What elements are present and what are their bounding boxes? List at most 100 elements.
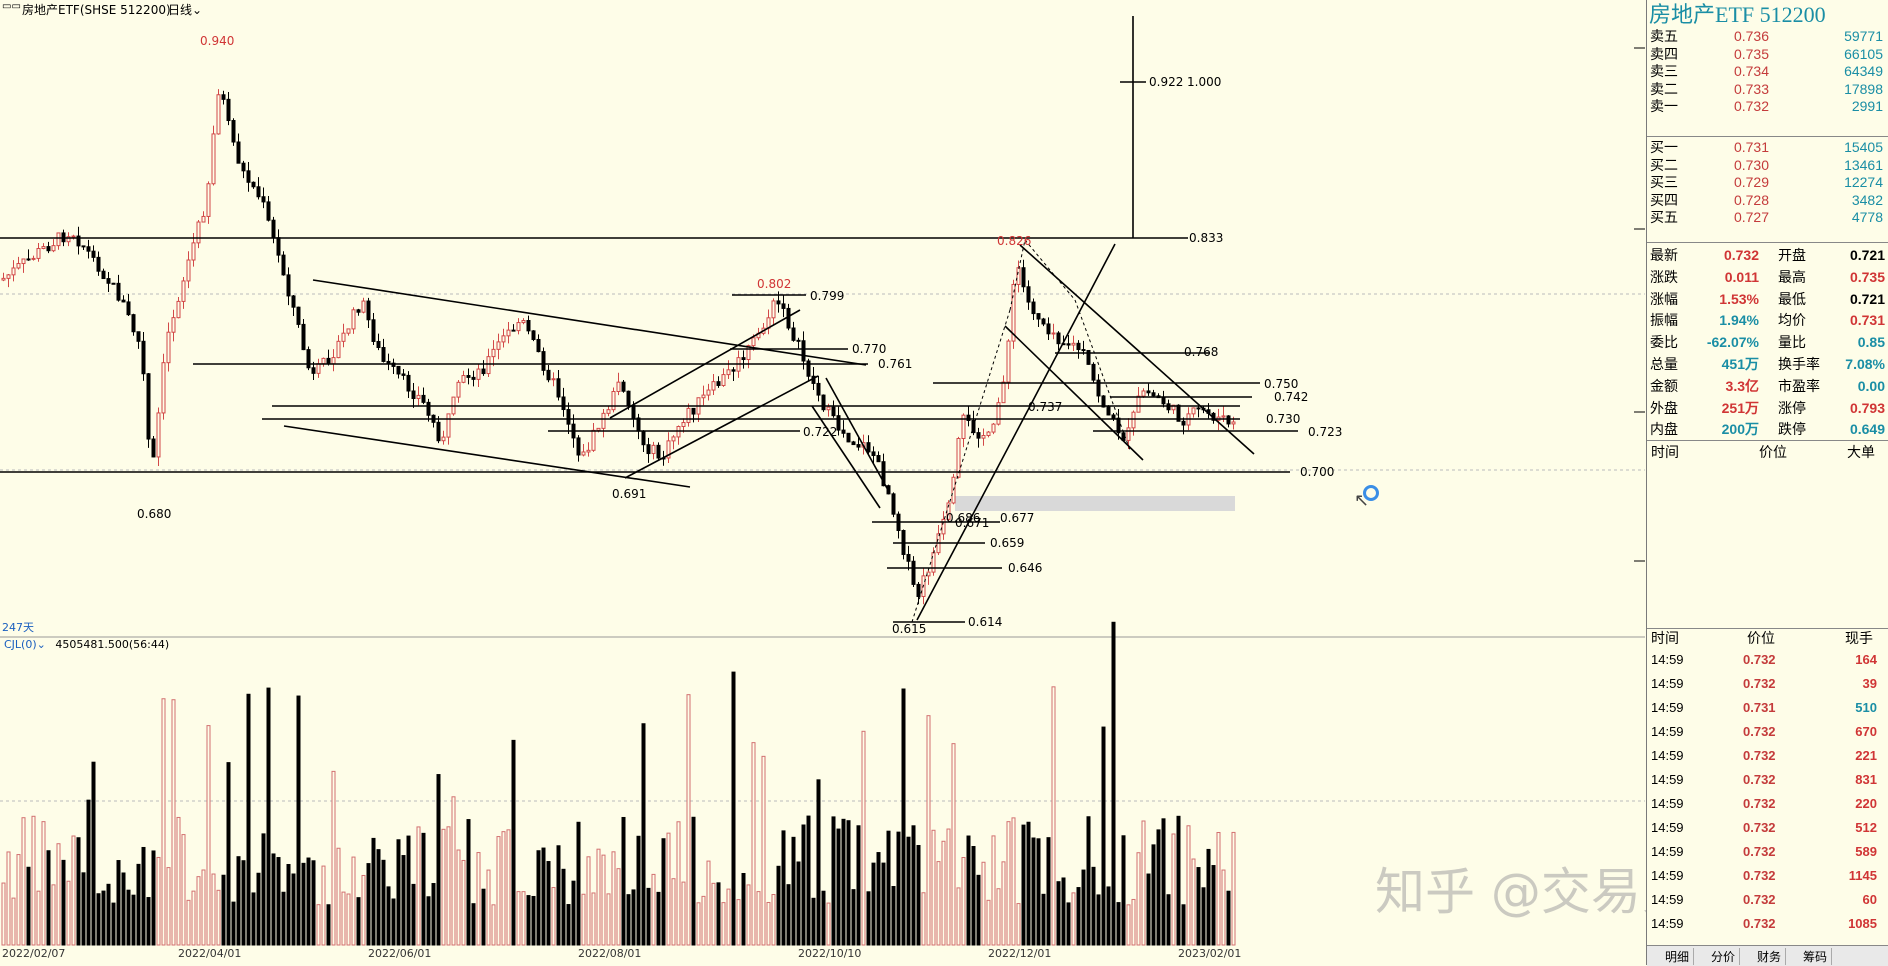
candle-body [261,196,266,203]
volume-bar [831,816,836,946]
level-volume: 64349 [1844,63,1883,79]
candle-body [286,274,291,297]
ask-row[interactable]: 卖三 0.734 64349 [1647,61,1888,82]
bid-row[interactable]: 买三 0.729 12274 [1647,172,1888,193]
candle-body [606,409,611,414]
candle-body [576,437,581,456]
candle-body [681,422,686,428]
header-time: 时间 [1651,630,1679,646]
price-level-label: 0.686 [946,511,980,525]
volume-bar [316,904,321,946]
volume-bar [956,887,961,946]
bid-row[interactable]: 买四 0.728 3482 [1647,190,1888,211]
candle-body [146,373,151,440]
price-level-label: 0.671 [955,516,989,530]
candle-body [41,246,46,250]
candle-body [1091,363,1096,381]
tab-0[interactable]: 明细 [1661,948,1695,965]
tab-3[interactable]: 筹码 [1799,948,1833,965]
volume-bar [91,761,96,946]
stat-value: 451万 [1721,356,1759,372]
candle-body [546,369,551,381]
price-level-label: 0.770 [852,342,886,356]
candle-body [201,215,206,223]
volume-bar [141,846,146,946]
ask-row[interactable]: 卖四 0.735 66105 [1647,44,1888,65]
tick-volume: 221 [1855,748,1877,763]
candle-body [166,331,171,364]
candle-body [301,323,306,351]
kline-chart-area[interactable]: ▭▭ 房地产ETF(SHSE 512200) 日线⌄ [0,0,1645,965]
volume-bar [71,835,76,946]
volume-bar [776,865,781,946]
volume-bar [96,893,101,946]
tick-volume: 220 [1855,796,1877,811]
bid-row[interactable]: 买二 0.730 13461 [1647,155,1888,176]
volume-bar [1221,869,1226,946]
ask-row[interactable]: 卖一 0.732 2991 [1647,96,1888,117]
candle-body [526,320,531,332]
volume-bar [726,888,731,946]
tab-2[interactable]: 财务 [1753,948,1787,965]
candle-body [801,340,806,362]
bid-row[interactable]: 买一 0.731 15405 [1647,137,1888,158]
candle-body [221,94,226,100]
volume-bar [341,891,346,946]
volume-bar [546,861,551,946]
volume-bar [851,889,856,946]
volume-bar [101,890,106,946]
volume-bar [1106,886,1111,946]
ask-row[interactable]: 卖二 0.733 17898 [1647,79,1888,100]
period-selector[interactable]: 日线⌄ [168,3,203,17]
candle-body [86,246,91,252]
candle-body [1051,332,1056,335]
price-level-label: 0.677 [1000,511,1034,525]
bid-row[interactable]: 买五 0.727 4778 [1647,207,1888,228]
candle-body [581,451,586,456]
candle-body [871,451,876,457]
candle-body [381,347,386,362]
candle-body [281,254,286,276]
stat-value: 0.793 [1849,399,1885,416]
candle-body [501,335,506,343]
candle-body [1191,407,1196,415]
candle-body [601,412,606,429]
price-level-label: 0.826 [997,234,1031,248]
tab-1[interactable]: 分价 [1707,948,1741,965]
tick-row: 14:59 0.732 589 [1647,840,1888,864]
stat-value: 1.94% [1719,312,1759,329]
volume-bar [646,887,651,946]
x-tick-label: 2022/04/01 [178,947,242,960]
volume-indicator-name[interactable]: CJL(0) [4,638,37,651]
volume-bar [1191,858,1196,946]
volume-bar [26,866,31,946]
volume-bar [336,847,341,946]
volume-bar [401,855,406,946]
candle-body [911,560,916,585]
candle-body [341,332,346,342]
volume-bar [841,818,846,946]
candle-body [716,381,721,386]
tick-row: 14:59 0.732 221 [1647,744,1888,768]
stat-label: 最新 [1650,247,1678,263]
volume-bar [1031,837,1036,946]
volume-bar [331,770,336,946]
volume-bar [756,891,761,946]
volume-bar [686,694,691,946]
price-level-label: 1.000 [1187,75,1221,89]
volume-bar [166,867,171,946]
level-volume: 13461 [1844,156,1883,173]
candle-body [1161,397,1166,405]
candle-body [76,235,81,247]
x-tick-label: 2022/10/10 [798,947,862,960]
volume-bar [996,888,1001,946]
volume-bar [536,850,541,946]
volume-bar [611,851,616,946]
volume-bar [796,861,801,946]
volume-bar [891,886,896,946]
volume-bar [1146,873,1151,946]
price-level-label: 0.659 [990,536,1024,550]
volume-bar [1201,887,1206,946]
menu-icon[interactable]: ▭▭ [2,1,21,12]
ask-row[interactable]: 卖五 0.736 59771 [1647,26,1888,47]
